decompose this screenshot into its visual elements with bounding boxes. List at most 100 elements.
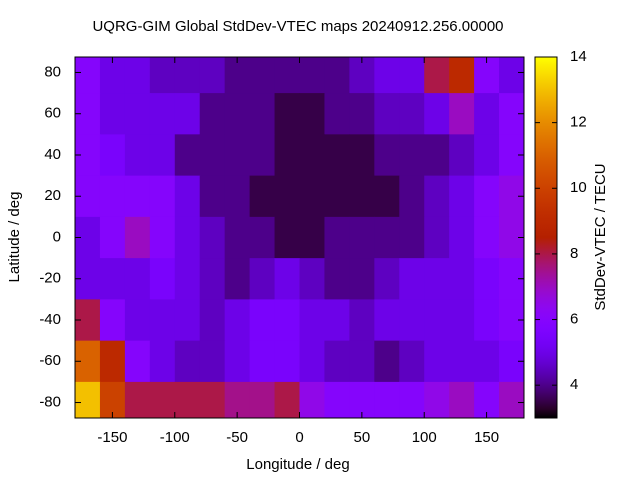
heat-cell (299, 381, 325, 418)
heat-cell (124, 93, 151, 135)
heat-cell (224, 381, 251, 418)
heat-cell (99, 93, 126, 135)
heat-cell (374, 175, 400, 218)
heat-cell (324, 258, 350, 300)
heat-cell (449, 299, 475, 342)
heat-cell (449, 93, 475, 135)
heat-cell (424, 216, 450, 259)
heat-cell (374, 381, 400, 418)
colorbar-tick-label: 12 (570, 114, 587, 131)
heat-cell (124, 381, 151, 418)
heat-cell (149, 340, 176, 383)
heat-cell (399, 216, 425, 259)
heat-cell (424, 381, 450, 418)
heat-cell (174, 258, 201, 300)
heat-cell (224, 175, 251, 218)
heat-cell (324, 340, 350, 383)
heat-cell (199, 134, 226, 177)
heat-cell (324, 134, 350, 177)
heat-cell (99, 134, 126, 177)
x-tick-label: 0 (295, 429, 303, 446)
heat-cell (274, 93, 300, 135)
heat-cell (199, 340, 226, 383)
heat-cell (75, 381, 101, 418)
heat-cell (274, 57, 300, 94)
heat-cell (399, 175, 425, 218)
heat-cell (399, 134, 425, 177)
heat-cell (124, 299, 151, 342)
heat-cell (124, 340, 151, 383)
colorbar-tick-label: 8 (570, 245, 578, 262)
heat-cell (224, 299, 251, 342)
heat-cell (349, 57, 375, 94)
heat-cell (149, 134, 176, 177)
heat-cell (349, 381, 375, 418)
heat-cell (474, 216, 500, 259)
heat-cell (474, 340, 500, 383)
heat-cell (399, 299, 425, 342)
heat-cell (474, 299, 500, 342)
heat-cell (449, 134, 475, 177)
heat-cell (99, 340, 126, 383)
heat-cell (474, 258, 500, 300)
heat-cell (399, 93, 425, 135)
heat-cell (274, 216, 300, 259)
heat-cell (274, 258, 300, 300)
heat-cell (249, 216, 276, 259)
heat-cell (424, 299, 450, 342)
colorbar-tick-label: 6 (570, 311, 578, 328)
heat-cell (174, 216, 201, 259)
heat-cell (199, 216, 226, 259)
x-tick-label: 100 (412, 429, 437, 446)
heat-cell (299, 299, 325, 342)
y-tick-label: -60 (39, 352, 61, 369)
y-tick-label: 20 (44, 187, 61, 204)
heat-cell (374, 134, 400, 177)
heat-cell (299, 175, 325, 218)
colorbar-tick-label: 10 (570, 179, 587, 196)
heat-cell (299, 134, 325, 177)
heat-cell (199, 299, 226, 342)
colorbar (534, 56, 558, 419)
heat-cell (299, 93, 325, 135)
heat-cell (449, 258, 475, 300)
heat-cell (75, 57, 101, 94)
heat-cell (449, 381, 475, 418)
heat-cell (474, 134, 500, 177)
heat-cell (374, 340, 400, 383)
heat-cell (149, 299, 176, 342)
heat-cell (99, 57, 126, 94)
heat-cell (174, 381, 201, 418)
heat-cell (349, 340, 375, 383)
heat-cell (374, 93, 400, 135)
heat-cell (424, 134, 450, 177)
heat-cell (99, 175, 126, 218)
heat-cell (99, 299, 126, 342)
y-tick-label: 60 (44, 105, 61, 122)
heat-cell (99, 381, 126, 418)
heat-cell (174, 340, 201, 383)
heat-cell (374, 258, 400, 300)
heat-cell (299, 340, 325, 383)
heat-cell (499, 381, 524, 418)
heat-cell (299, 57, 325, 94)
heat-cell (174, 299, 201, 342)
y-tick-label: -40 (39, 311, 61, 328)
heat-cell (274, 134, 300, 177)
heat-cell (274, 381, 300, 418)
colorbar-label: StdDev-VTEC / TECU (592, 163, 609, 310)
heat-cell (349, 93, 375, 135)
heat-cell (324, 299, 350, 342)
heat-cell (274, 175, 300, 218)
heat-cell (149, 57, 176, 94)
heat-cell (224, 134, 251, 177)
heat-cell (199, 93, 226, 135)
heat-cell (174, 134, 201, 177)
heat-cell (399, 57, 425, 94)
y-tick-label: 80 (44, 63, 61, 80)
heat-cell (424, 340, 450, 383)
heatmap (75, 57, 524, 418)
heat-cell (224, 93, 251, 135)
heat-cell (449, 340, 475, 383)
